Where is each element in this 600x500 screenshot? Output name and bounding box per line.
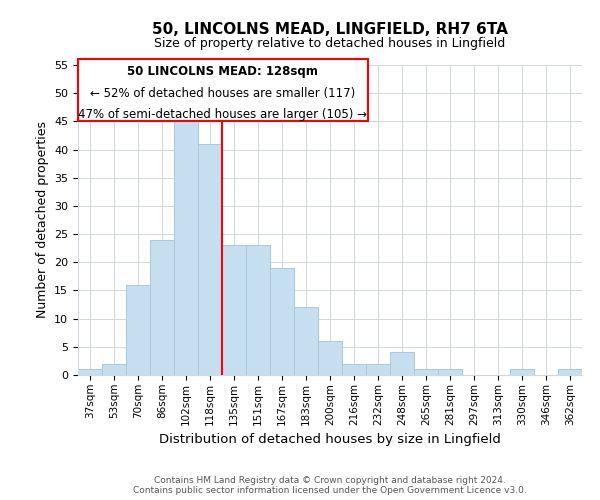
Bar — [318, 341, 342, 375]
Text: Contains HM Land Registry data © Crown copyright and database right 2024.
Contai: Contains HM Land Registry data © Crown c… — [133, 476, 527, 495]
Bar — [270, 268, 294, 375]
FancyBboxPatch shape — [78, 59, 368, 121]
Text: 50 LINCOLNS MEAD: 128sqm: 50 LINCOLNS MEAD: 128sqm — [127, 65, 319, 78]
Bar — [246, 246, 270, 375]
Bar — [342, 364, 366, 375]
Bar — [558, 370, 582, 375]
Bar — [294, 308, 318, 375]
Bar — [198, 144, 222, 375]
Text: 47% of semi-detached houses are larger (105) →: 47% of semi-detached houses are larger (… — [79, 108, 367, 122]
Bar — [510, 370, 534, 375]
Text: Size of property relative to detached houses in Lingfield: Size of property relative to detached ho… — [154, 38, 506, 51]
Bar — [150, 240, 174, 375]
Bar — [438, 370, 462, 375]
Bar — [78, 370, 102, 375]
Y-axis label: Number of detached properties: Number of detached properties — [35, 122, 49, 318]
Bar — [102, 364, 126, 375]
X-axis label: Distribution of detached houses by size in Lingfield: Distribution of detached houses by size … — [159, 433, 501, 446]
Bar — [126, 285, 150, 375]
Bar — [390, 352, 414, 375]
Bar — [414, 370, 438, 375]
Bar — [174, 116, 198, 375]
Bar — [222, 246, 246, 375]
Bar — [366, 364, 390, 375]
Text: ← 52% of detached houses are smaller (117): ← 52% of detached houses are smaller (11… — [90, 86, 356, 100]
Text: 50, LINCOLNS MEAD, LINGFIELD, RH7 6TA: 50, LINCOLNS MEAD, LINGFIELD, RH7 6TA — [152, 22, 508, 38]
